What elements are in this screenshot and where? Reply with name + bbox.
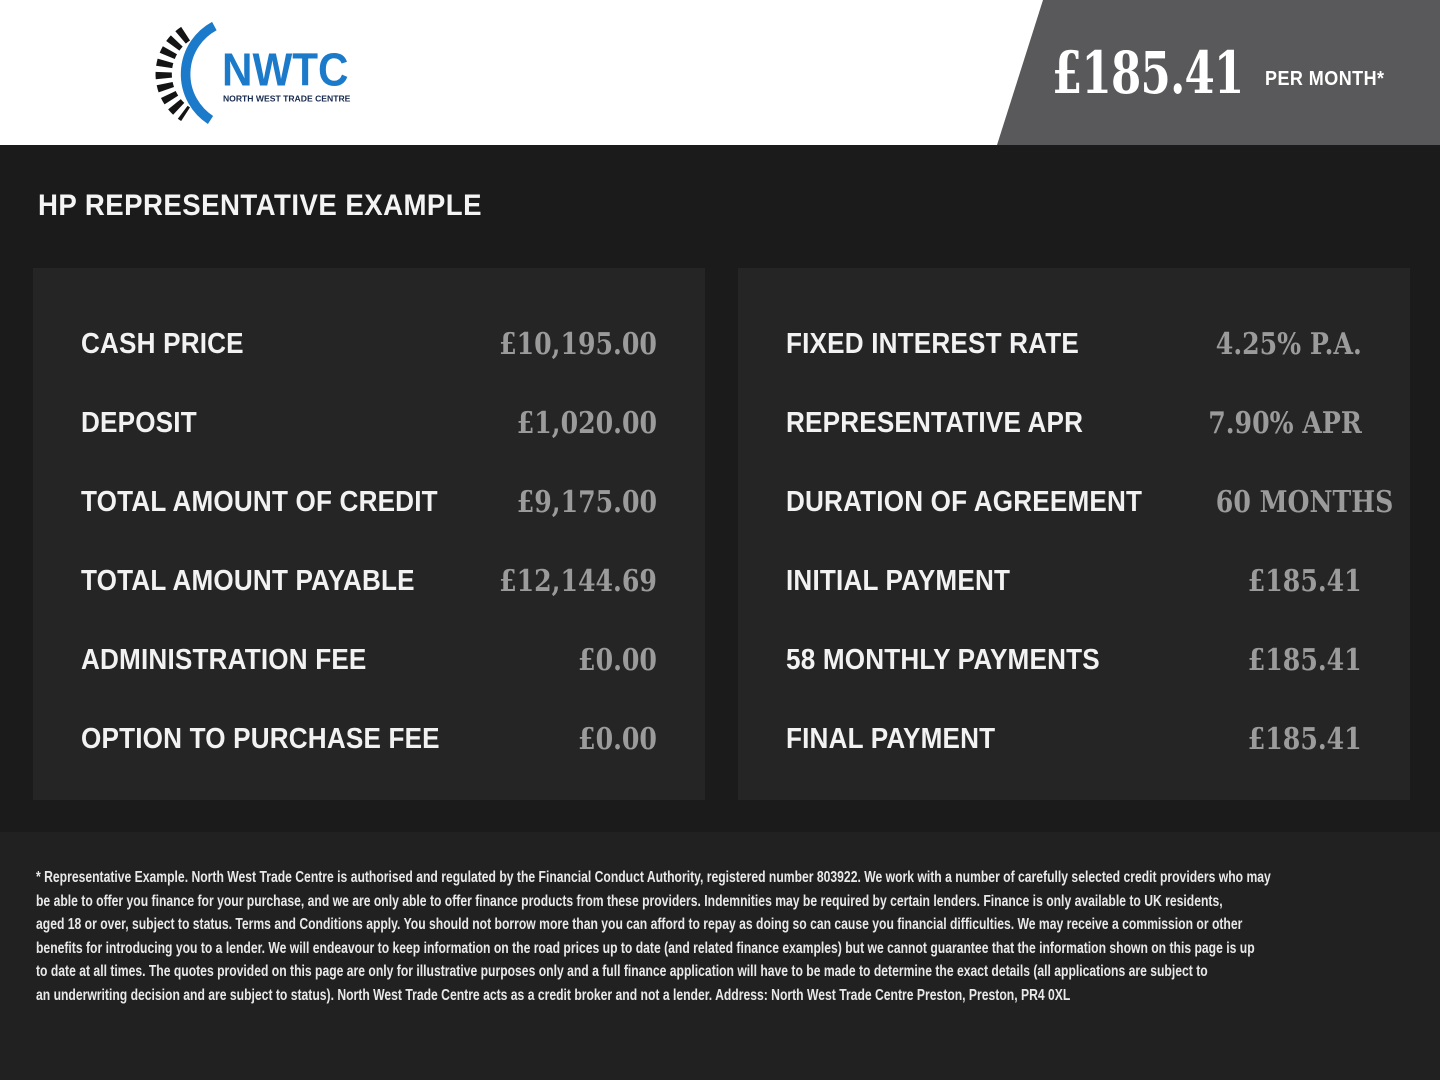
row-value: 7.90% APR [1208,406,1362,441]
table-row: FIXED INTEREST RATE 4.25% P.A. [786,305,1362,384]
row-value: £0.00 [578,643,657,678]
row-value: £185.41 [1248,722,1362,757]
row-label: 58 MONTHLY PAYMENTS [786,644,1100,676]
table-row: INITIAL PAYMENT £185.41 [786,542,1362,621]
logo-brand-text: NWTC [222,43,349,95]
nwtc-logo: NWTC NORTH WEST TRADE CENTRE [155,21,351,124]
table-row: FINAL PAYMENT £185.41 [786,700,1362,779]
tire-icon [155,26,191,122]
swoosh-icon [180,21,217,124]
table-row: TOTAL AMOUNT PAYABLE £12,144.69 [81,542,657,621]
disclaimer-line: an underwriting decision and are subject… [36,986,1071,1004]
row-value: £185.41 [1248,643,1362,678]
table-row: OPTION TO PURCHASE FEE £0.00 [81,700,657,779]
table-row: DURATION OF AGREEMENT 60 MONTHS [786,463,1393,542]
logo-subtitle-text: NORTH WEST TRADE CENTRE [223,95,351,104]
row-value: £9,175.00 [516,485,657,520]
row-label: DEPOSIT [81,407,197,439]
table-row: 58 MONTHLY PAYMENTS £185.41 [786,621,1362,700]
row-value: 60 MONTHS [1215,485,1393,520]
disclaimer-line: be able to offer you finance for your pu… [36,892,1223,910]
table-row: ADMINISTRATION FEE £0.00 [81,621,657,700]
row-label: FIXED INTEREST RATE [786,328,1079,360]
disclaimer-line: * Representative Example. North West Tra… [36,869,1271,886]
row-label: ADMINISTRATION FEE [81,644,367,676]
page-title: HP REPRESENTATIVE EXAMPLE [38,189,482,222]
row-label: INITIAL PAYMENT [786,565,1011,597]
table-row: CASH PRICE £10,195.00 [81,305,657,384]
disclaimer-line: aged 18 or over, subject to status. Term… [36,916,1243,934]
table-row: TOTAL AMOUNT OF CREDIT £9,175.00 [81,463,657,542]
row-value: £185.41 [1248,564,1362,599]
row-label: CASH PRICE [81,328,244,360]
row-value: 4.25% P.A. [1216,327,1362,362]
row-label: OPTION TO PURCHASE FEE [81,723,440,755]
finance-panel-right: FIXED INTEREST RATE 4.25% P.A. REPRESENT… [738,268,1410,800]
monthly-price-banner: £185.41 PER MONTH* [997,0,1440,145]
row-value: £10,195.00 [499,327,657,362]
row-label: REPRESENTATIVE APR [786,407,1084,439]
finance-panel-left: CASH PRICE £10,195.00 DEPOSIT £1,020.00 … [33,268,705,800]
row-value: £0.00 [578,722,657,757]
row-value: £1,020.00 [516,406,657,441]
row-label: TOTAL AMOUNT PAYABLE [81,565,415,597]
disclaimer-line: benefits for introducing you to a lender… [36,939,1255,957]
row-value: £12,144.69 [499,564,657,599]
row-label: DURATION OF AGREEMENT [786,486,1143,518]
table-row: DEPOSIT £1,020.00 [81,384,657,463]
disclaimer-line: to date at all times. The quotes provide… [36,963,1208,981]
monthly-price-period: PER MONTH* [1265,68,1385,90]
row-label: FINAL PAYMENT [786,723,996,755]
monthly-price-value: £185.41 [1052,38,1244,107]
header-bar: NWTC NORTH WEST TRADE CENTRE £185.41 PER… [0,0,1440,145]
row-label: TOTAL AMOUNT OF CREDIT [81,486,438,518]
table-row: REPRESENTATIVE APR 7.90% APR [786,384,1362,463]
disclaimer-footer: * Representative Example. North West Tra… [0,832,1440,1080]
main-section: HP REPRESENTATIVE EXAMPLE CASH PRICE £10… [0,145,1440,832]
